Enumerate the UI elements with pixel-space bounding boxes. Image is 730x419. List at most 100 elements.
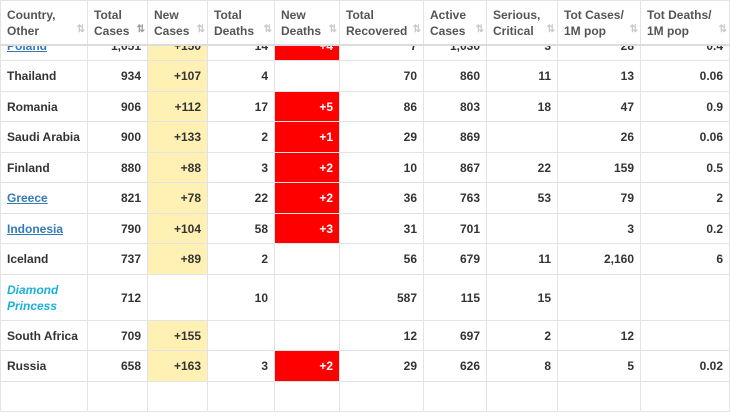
total-cases-cell: 709 [88,321,148,350]
column-header-label: New [281,8,306,22]
total-cases-cell: 880 [88,153,148,182]
column-header-active-cases[interactable]: Active Cases ⇅ [424,1,487,44]
country-name: Thailand [7,69,57,83]
total-deaths-cell: 3 [208,351,275,381]
total-deaths-cell: 3 [208,153,275,182]
total-deaths-cell: 10 [208,275,275,320]
total-deaths-cell: 58 [208,214,275,243]
new-deaths-cell [275,321,340,350]
table-row: Greece 821 +78 22 +2 36 763 53 79 2 [0,183,730,214]
serious-critical-cell: 11 [487,244,558,274]
tot-cases-per-1m-cell: 3 [558,214,641,243]
table-header-row: Country, Other ⇅ Total Cases ⇅ New Cases ⇅ Total D… [0,0,730,46]
column-header-country[interactable]: Country, Other ⇅ [0,1,88,44]
new-cases-cell [148,382,208,411]
serious-critical-cell [487,382,558,411]
country-name: Romania [7,99,58,114]
table-row: South Africa 709 +155 12 697 2 12 [0,321,730,351]
total-deaths-cell: 2 [208,122,275,152]
new-deaths-cell: +2 [275,351,340,381]
tot-deaths-per-1m-cell [641,321,730,350]
new-deaths-cell [275,275,340,320]
column-header-total-recovered[interactable]: Total Recovered ⇅ [340,1,424,44]
column-header-new-deaths[interactable]: New Deaths ⇅ [275,1,340,44]
total-recovered-cell: 587 [340,275,424,320]
sort-arrows-icon[interactable]: ⇅ [718,24,728,35]
column-header-label: Cases [94,24,130,38]
new-deaths-cell [275,61,340,91]
total-cases-cell: 790 [88,214,148,243]
new-deaths-cell [275,244,340,274]
country-link[interactable]: Indonesia [7,221,64,236]
total-cases-cell: 906 [88,92,148,121]
sort-arrows-icon[interactable]: ⇅ [412,24,422,35]
country-name: Iceland [7,252,49,266]
new-cases-cell: +78 [148,183,208,213]
column-header-total-cases[interactable]: Total Cases ⇅ [88,1,148,44]
tot-cases-per-1m-cell: 5 [558,351,641,381]
country-name: Princess [7,298,58,313]
column-header-label: Deaths [214,24,255,38]
tot-cases-per-1m-cell: 12 [558,321,641,350]
serious-critical-cell: 15 [487,275,558,320]
new-cases-cell: +89 [148,244,208,274]
column-header-label: Recovered [346,24,408,38]
active-cases-cell: 626 [424,351,487,381]
table-row: Finland 880 +88 3 +2 10 867 22 159 0.5 [0,153,730,183]
country-cell[interactable]: Indonesia [0,214,88,243]
column-header-label: Deaths [281,24,322,38]
total-deaths-cell: 2 [208,244,275,274]
active-cases-cell: 115 [424,275,487,320]
new-cases-cell: +104 [148,214,208,243]
tot-cases-per-1m-cell: 159 [558,153,641,182]
country-name: Saudi Arabia [7,130,80,144]
column-header-label: 1M pop [564,24,606,38]
country-cell[interactable]: Greece [0,183,88,213]
tot-deaths-per-1m-cell: 0.06 [641,122,730,152]
tot-cases-per-1m-cell: 2,160 [558,244,641,274]
table-row: Indonesia 790 +104 58 +3 31 701 3 0.2 [0,214,730,244]
serious-critical-cell: 53 [487,183,558,213]
total-recovered-cell: 29 [340,351,424,381]
column-header-tot-cases-per-1m[interactable]: Tot Cases/1M pop ⇅ [558,1,641,44]
country-link[interactable]: Greece [7,191,48,205]
new-deaths-cell: +1 [275,122,340,152]
tot-deaths-per-1m-cell [641,382,730,411]
total-recovered-cell: 12 [340,321,424,350]
sort-arrows-icon[interactable]: ⇅ [328,24,338,35]
table-row: Romania 906 +112 17 +5 86 803 18 47 0.9 [0,92,730,122]
column-header-label: Critical [493,24,534,38]
country-name: Finland [7,160,50,175]
sort-arrows-icon[interactable]: ⇅ [263,24,273,35]
sort-arrows-icon[interactable]: ⇅ [475,24,485,35]
country-name: South Africa [7,328,78,343]
sort-arrows-icon[interactable]: ⇅ [629,24,639,35]
column-header-tot-deaths-per-1m[interactable]: Tot Deaths/1M pop ⇅ [641,1,730,44]
total-deaths-cell: 22 [208,183,275,213]
active-cases-cell: 869 [424,122,487,152]
tot-deaths-per-1m-cell: 0.02 [641,351,730,381]
table-row [0,382,730,412]
new-cases-cell: +88 [148,153,208,182]
sort-arrows-icon[interactable]: ⇅ [76,24,86,35]
sort-arrows-icon[interactable]: ⇅ [546,24,556,35]
country-cell: Thailand [0,61,88,91]
serious-critical-cell: 11 [487,61,558,91]
column-header-label: Serious, [493,8,541,22]
column-header-total-deaths[interactable]: Total Deaths ⇅ [208,1,275,44]
column-header-serious-critical[interactable]: Serious, Critical ⇅ [487,1,558,44]
column-header-label: Total [94,8,122,22]
serious-critical-cell: 8 [487,351,558,381]
sort-arrows-icon[interactable]: ⇅ [136,24,146,35]
tot-deaths-per-1m-cell: 0.5 [641,153,730,182]
total-recovered-cell: 31 [340,214,424,243]
column-header-label: Cases [154,24,190,38]
column-header-new-cases[interactable]: New Cases ⇅ [148,1,208,44]
tot-cases-per-1m-cell [558,275,641,320]
table-row: Saudi Arabia 900 +133 2 +1 29 869 26 0.06 [0,122,730,153]
tot-deaths-per-1m-cell [641,275,730,320]
active-cases-cell: 867 [424,153,487,182]
column-header-label: Total [346,8,374,22]
sort-arrows-icon[interactable]: ⇅ [196,24,206,35]
new-cases-cell: +112 [148,92,208,121]
